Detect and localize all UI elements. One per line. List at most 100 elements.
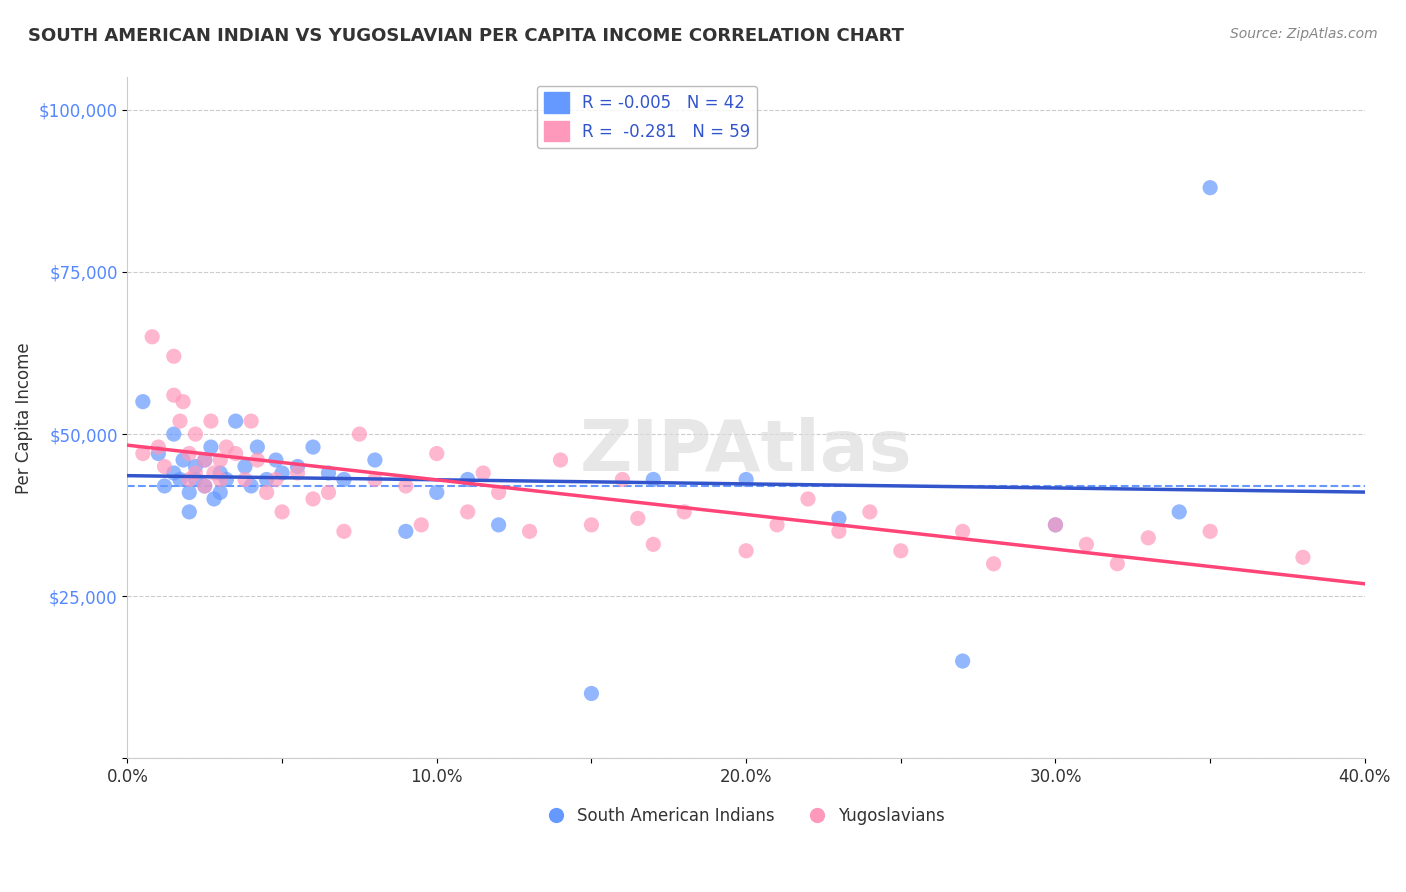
Point — [426, 446, 449, 460]
Point — [952, 654, 974, 668]
Point — [302, 491, 325, 506]
Point — [163, 349, 186, 363]
Point — [194, 479, 217, 493]
Point — [202, 491, 225, 506]
Point — [169, 473, 191, 487]
Point — [209, 485, 232, 500]
Point — [240, 414, 263, 428]
Legend: South American Indians, Yugoslavians: South American Indians, Yugoslavians — [540, 800, 952, 831]
Point — [194, 453, 217, 467]
Point — [550, 453, 572, 467]
Point — [735, 543, 758, 558]
Point — [766, 517, 789, 532]
Point — [1199, 180, 1222, 194]
Point — [581, 686, 603, 700]
Point — [179, 485, 201, 500]
Point — [200, 440, 222, 454]
Point — [132, 394, 155, 409]
Point — [1137, 531, 1160, 545]
Point — [333, 473, 356, 487]
Point — [828, 524, 851, 539]
Point — [215, 440, 238, 454]
Point — [1168, 505, 1191, 519]
Point — [1107, 557, 1129, 571]
Point — [859, 505, 882, 519]
Point — [488, 485, 510, 500]
Point — [643, 473, 665, 487]
Point — [209, 473, 232, 487]
Point — [983, 557, 1005, 571]
Point — [256, 473, 278, 487]
Point — [225, 446, 247, 460]
Point — [472, 466, 495, 480]
Point — [364, 473, 387, 487]
Point — [233, 473, 256, 487]
Point — [287, 459, 309, 474]
Point — [202, 466, 225, 480]
Point — [1199, 524, 1222, 539]
Point — [148, 440, 170, 454]
Point — [163, 466, 186, 480]
Point — [271, 466, 294, 480]
Point — [184, 459, 207, 474]
Point — [457, 505, 479, 519]
Point — [233, 459, 256, 474]
Point — [194, 453, 217, 467]
Point — [163, 427, 186, 442]
Point — [488, 517, 510, 532]
Point — [612, 473, 634, 487]
Point — [333, 524, 356, 539]
Point — [172, 453, 194, 467]
Text: ZIPAtlas: ZIPAtlas — [579, 417, 912, 486]
Text: Source: ZipAtlas.com: Source: ZipAtlas.com — [1230, 27, 1378, 41]
Point — [797, 491, 820, 506]
Point — [246, 453, 269, 467]
Point — [172, 394, 194, 409]
Point — [426, 485, 449, 500]
Point — [673, 505, 696, 519]
Point — [287, 466, 309, 480]
Point — [264, 453, 287, 467]
Point — [184, 466, 207, 480]
Point — [627, 511, 650, 525]
Point — [148, 446, 170, 460]
Point — [581, 517, 603, 532]
Point — [457, 473, 479, 487]
Point — [1045, 517, 1067, 532]
Point — [318, 485, 340, 500]
Point — [132, 446, 155, 460]
Point — [179, 505, 201, 519]
Point — [1076, 537, 1098, 551]
Point — [200, 414, 222, 428]
Point — [890, 543, 912, 558]
Y-axis label: Per Capita Income: Per Capita Income — [15, 342, 32, 493]
Point — [318, 466, 340, 480]
Point — [209, 466, 232, 480]
Point — [735, 473, 758, 487]
Point — [302, 440, 325, 454]
Point — [395, 524, 418, 539]
Point — [141, 330, 163, 344]
Point — [179, 473, 201, 487]
Point — [519, 524, 541, 539]
Point — [349, 427, 371, 442]
Point — [215, 473, 238, 487]
Point — [246, 440, 269, 454]
Point — [169, 414, 191, 428]
Point — [643, 537, 665, 551]
Point — [179, 446, 201, 460]
Text: SOUTH AMERICAN INDIAN VS YUGOSLAVIAN PER CAPITA INCOME CORRELATION CHART: SOUTH AMERICAN INDIAN VS YUGOSLAVIAN PER… — [28, 27, 904, 45]
Point — [240, 479, 263, 493]
Point — [153, 459, 176, 474]
Point — [952, 524, 974, 539]
Point — [828, 511, 851, 525]
Point — [364, 453, 387, 467]
Point — [1045, 517, 1067, 532]
Point — [184, 427, 207, 442]
Point — [209, 453, 232, 467]
Point — [271, 505, 294, 519]
Point — [184, 473, 207, 487]
Point — [225, 414, 247, 428]
Point — [256, 485, 278, 500]
Point — [395, 479, 418, 493]
